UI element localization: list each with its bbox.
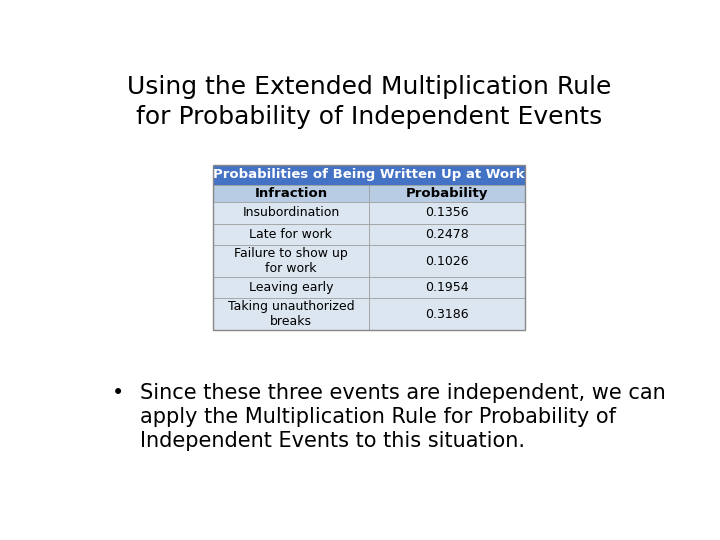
Text: 0.1954: 0.1954: [426, 281, 469, 294]
FancyBboxPatch shape: [213, 224, 369, 245]
Text: Infraction: Infraction: [254, 187, 328, 200]
Text: 0.2478: 0.2478: [426, 228, 469, 241]
Text: Taking unauthorized
breaks: Taking unauthorized breaks: [228, 300, 354, 328]
Text: •: •: [112, 383, 125, 403]
FancyBboxPatch shape: [369, 202, 526, 224]
FancyBboxPatch shape: [213, 165, 526, 185]
Text: Since these three events are independent, we can
apply the Multiplication Rule f: Since these three events are independent…: [140, 383, 666, 451]
Text: Leaving early: Leaving early: [248, 281, 333, 294]
FancyBboxPatch shape: [369, 299, 526, 330]
FancyBboxPatch shape: [369, 224, 526, 245]
Text: Late for work: Late for work: [249, 228, 333, 241]
FancyBboxPatch shape: [213, 202, 369, 224]
FancyBboxPatch shape: [369, 277, 526, 299]
FancyBboxPatch shape: [213, 277, 369, 299]
Text: 0.1356: 0.1356: [426, 206, 469, 219]
FancyBboxPatch shape: [369, 245, 526, 277]
Text: 0.3186: 0.3186: [426, 308, 469, 321]
FancyBboxPatch shape: [213, 245, 369, 277]
Text: Using the Extended Multiplication Rule
for Probability of Independent Events: Using the Extended Multiplication Rule f…: [127, 75, 611, 129]
Text: 0.1026: 0.1026: [426, 254, 469, 267]
Text: Insubordination: Insubordination: [242, 206, 340, 219]
Text: Probability: Probability: [406, 187, 488, 200]
FancyBboxPatch shape: [213, 185, 369, 202]
FancyBboxPatch shape: [369, 185, 526, 202]
Text: Failure to show up
for work: Failure to show up for work: [234, 247, 348, 275]
Text: Probabilities of Being Written Up at Work: Probabilities of Being Written Up at Wor…: [213, 168, 525, 181]
FancyBboxPatch shape: [213, 299, 369, 330]
